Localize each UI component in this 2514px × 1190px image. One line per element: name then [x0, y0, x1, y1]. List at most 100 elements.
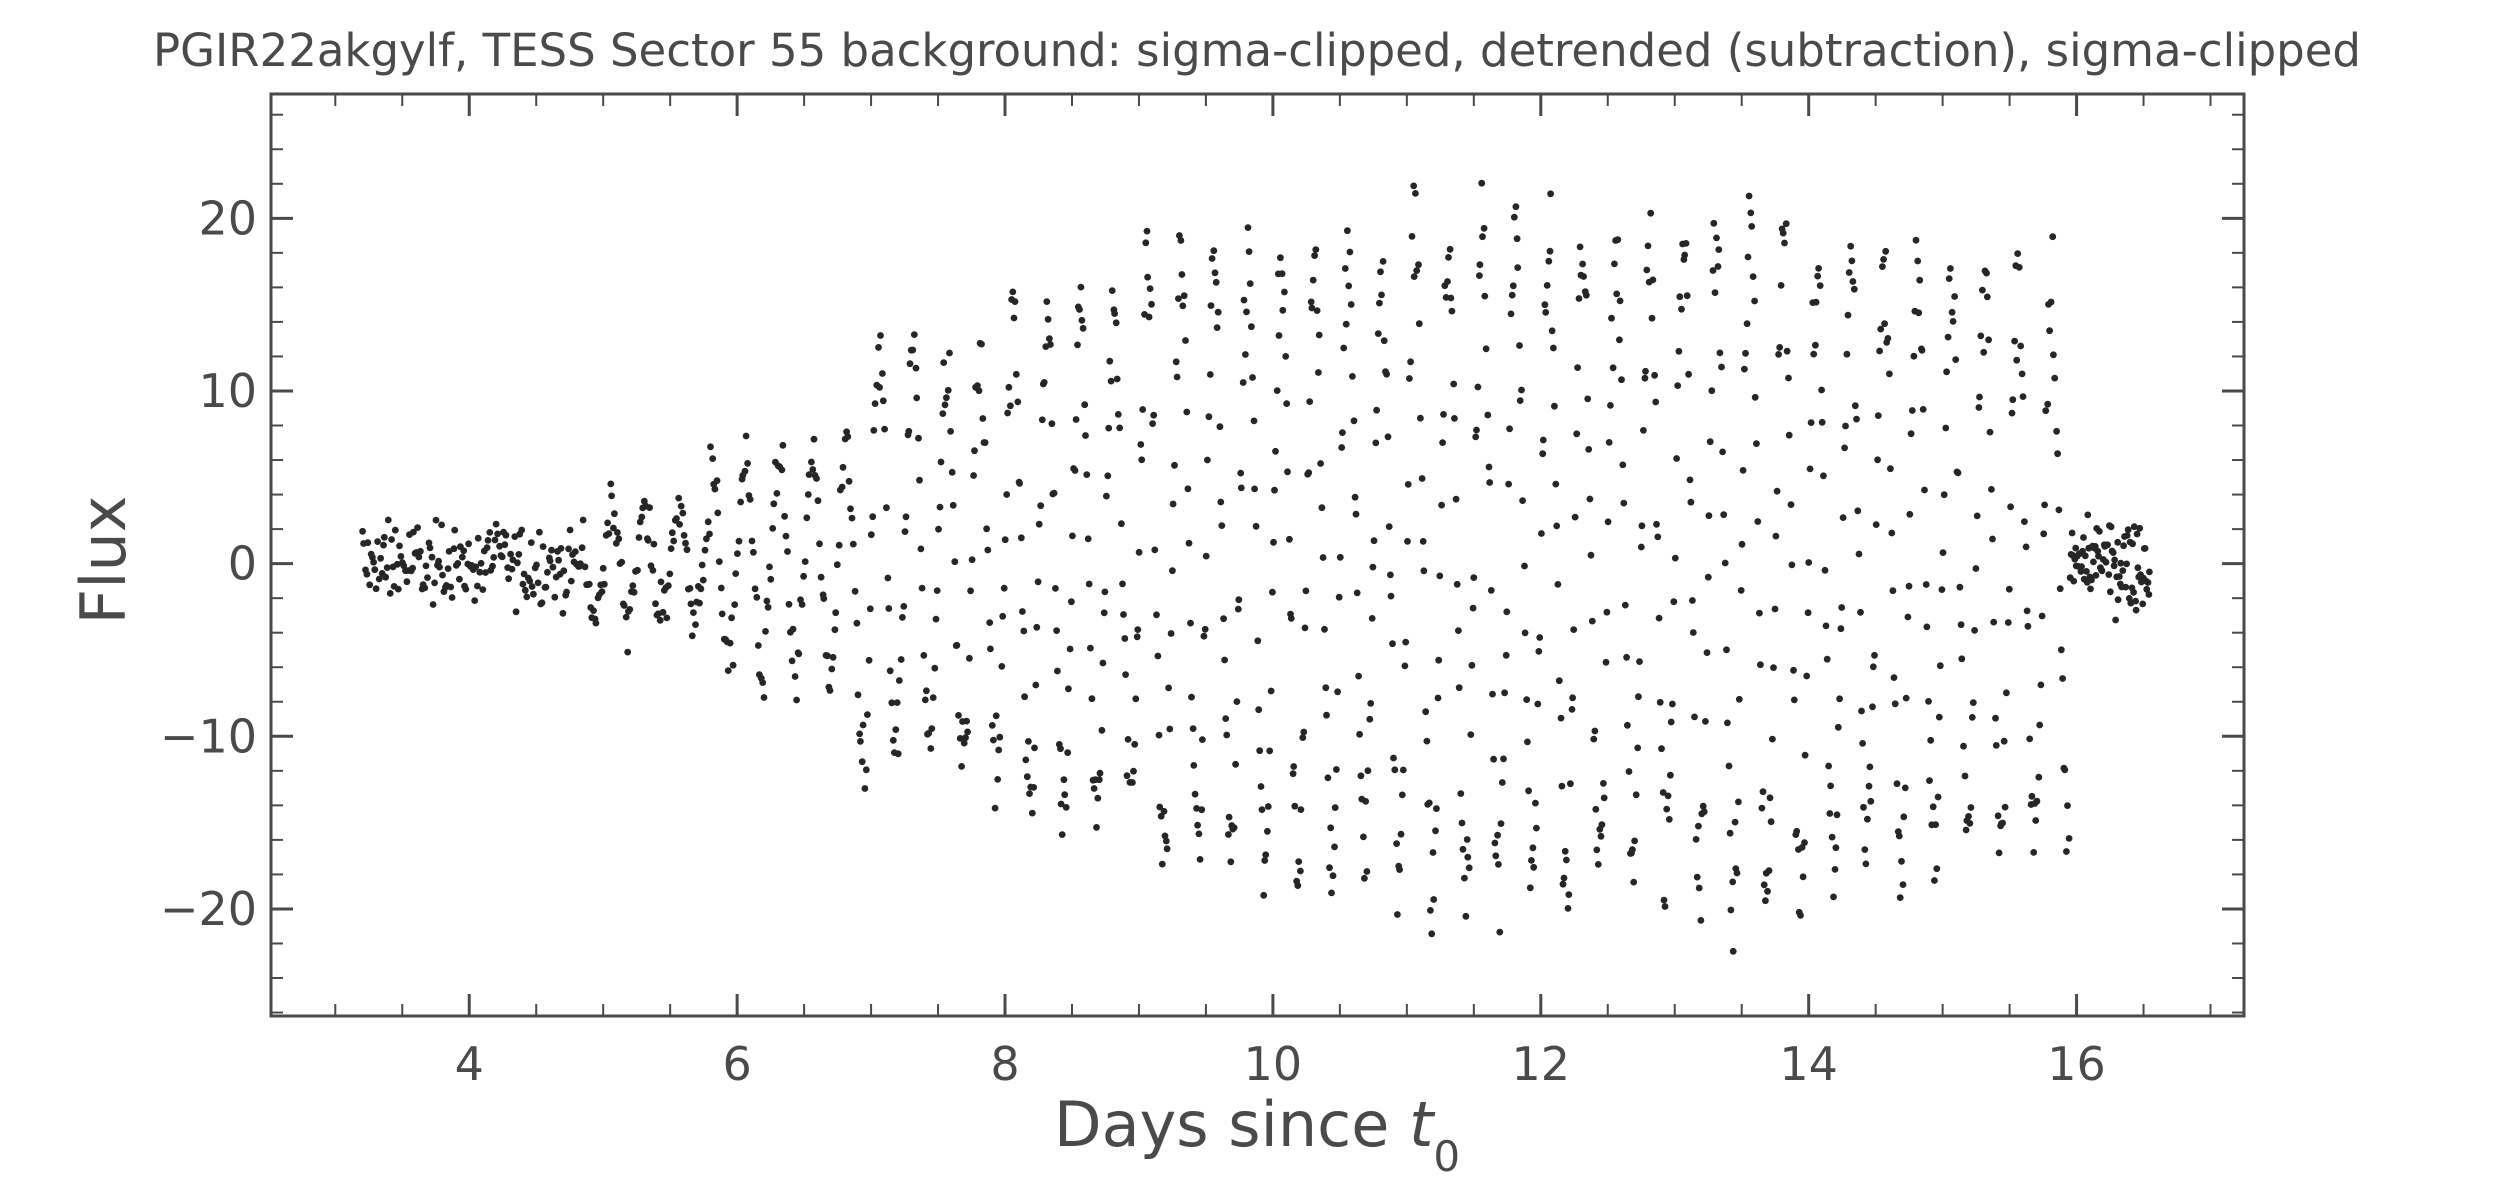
- data-point: [1600, 794, 1608, 802]
- data-point: [1370, 537, 1378, 545]
- data-point: [1482, 345, 1490, 353]
- data-point: [1342, 320, 1350, 328]
- data-point: [1324, 774, 1332, 782]
- data-point: [1277, 254, 1284, 262]
- data-point: [590, 607, 597, 614]
- data-point: [1333, 766, 1340, 773]
- data-point: [2105, 571, 2113, 578]
- data-point: [915, 434, 922, 442]
- data-point: [614, 529, 621, 536]
- data-point: [1044, 315, 1052, 323]
- data-point: [894, 750, 902, 758]
- data-point: [854, 691, 862, 699]
- data-point: [1481, 292, 1489, 300]
- data-point: [364, 539, 372, 547]
- data-point: [1184, 485, 1192, 493]
- data-point: [1251, 485, 1258, 493]
- data-point: [1104, 472, 1112, 480]
- data-point: [1383, 370, 1390, 378]
- data-point: [1756, 609, 1763, 617]
- data-point: [956, 735, 964, 742]
- data-point: [979, 415, 987, 422]
- data-point: [805, 471, 813, 478]
- data-point: [675, 494, 683, 502]
- data-point: [996, 733, 1004, 741]
- data-point: [1495, 861, 1502, 868]
- data-point: [1729, 878, 1737, 886]
- data-point: [1068, 598, 1075, 606]
- data-point: [1401, 662, 1409, 670]
- data-point: [966, 654, 973, 662]
- data-point: [1630, 878, 1638, 886]
- data-point: [1995, 849, 2003, 857]
- data-point: [1391, 766, 1399, 774]
- data-point: [1971, 627, 1978, 634]
- data-point: [534, 579, 542, 587]
- data-point: [1816, 282, 1824, 289]
- data-point: [1806, 465, 1814, 473]
- axis-ticks: 4 6 8 10 12 14 16 −20 −10 0 10 20: [160, 94, 2244, 1091]
- data-point: [1264, 827, 1271, 835]
- data-point: [1266, 747, 1274, 755]
- data-point: [1555, 677, 1563, 685]
- data-point: [476, 568, 484, 576]
- data-point: [1430, 896, 1438, 903]
- data-point: [1828, 833, 1836, 841]
- data-point: [1844, 311, 1852, 319]
- data-point: [936, 503, 944, 511]
- data-point: [1793, 827, 1801, 835]
- data-point: [1175, 295, 1182, 302]
- data-point: [1999, 819, 2006, 827]
- data-point: [2051, 374, 2059, 382]
- data-point: [1237, 484, 1245, 492]
- data-point: [1709, 267, 1717, 274]
- y-tick-label: 10: [198, 364, 257, 418]
- data-point: [1516, 397, 1524, 404]
- data-point: [1649, 276, 1657, 284]
- data-point: [1902, 694, 1910, 702]
- data-point: [374, 538, 381, 545]
- data-point: [1751, 297, 1758, 305]
- data-point: [1510, 213, 1518, 221]
- data-point: [813, 475, 820, 482]
- data-point: [1307, 298, 1315, 306]
- data-point: [1921, 486, 1928, 494]
- data-point: [1118, 520, 1125, 528]
- data-point: [1692, 836, 1700, 843]
- data-point: [1151, 546, 1159, 554]
- data-point: [1402, 638, 1410, 646]
- data-point: [1169, 500, 1177, 508]
- data-point: [879, 370, 886, 377]
- data-point: [1893, 780, 1901, 788]
- data-point: [428, 553, 436, 561]
- data-point: [1205, 413, 1213, 421]
- data-point: [2041, 501, 2048, 509]
- data-point: [1674, 382, 1682, 389]
- data-point: [1447, 294, 1455, 302]
- data-point: [1842, 422, 1849, 430]
- data-point: [820, 595, 828, 602]
- data-point: [1713, 234, 1720, 242]
- data-point: [1503, 608, 1511, 616]
- data-point: [1453, 580, 1461, 588]
- data-point: [502, 531, 510, 539]
- data-point: [1093, 824, 1100, 831]
- data-point: [515, 551, 523, 558]
- data-point: [1519, 497, 1526, 504]
- data-point: [983, 525, 990, 533]
- data-point: [1282, 353, 1290, 360]
- data-point: [542, 583, 550, 591]
- data-point: [1667, 771, 1674, 779]
- data-point: [1079, 324, 1087, 332]
- data-point: [2068, 529, 2076, 537]
- data-point: [2009, 396, 2017, 404]
- data-point: [913, 394, 921, 402]
- data-point: [1700, 808, 1708, 816]
- data-point: [496, 542, 503, 550]
- data-point: [1715, 246, 1723, 254]
- data-point: [1311, 252, 1318, 259]
- data-point: [1439, 439, 1446, 446]
- data-point: [382, 573, 389, 581]
- data-point: [1516, 342, 1523, 349]
- data-point: [1857, 608, 1864, 616]
